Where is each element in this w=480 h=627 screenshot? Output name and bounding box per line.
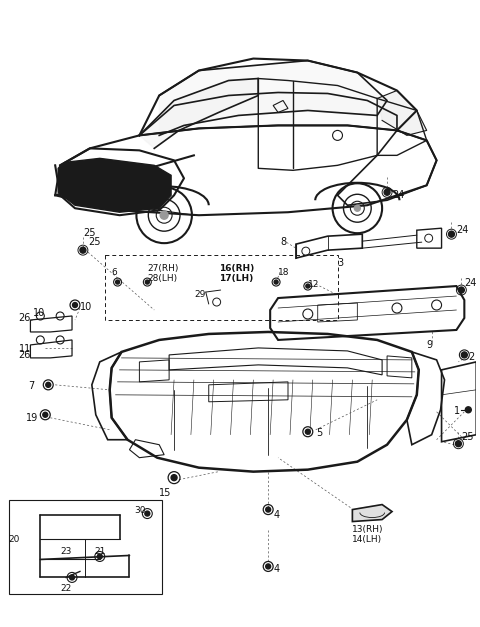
Text: 29: 29 <box>194 290 205 299</box>
Polygon shape <box>139 78 258 149</box>
Polygon shape <box>352 505 392 522</box>
Text: 14(LH): 14(LH) <box>352 534 383 544</box>
Text: 27(RH): 27(RH) <box>147 264 179 273</box>
Text: 26: 26 <box>19 313 31 323</box>
Circle shape <box>461 352 468 358</box>
Text: 10: 10 <box>34 308 46 318</box>
Text: 2: 2 <box>468 352 475 362</box>
Circle shape <box>448 231 455 237</box>
Polygon shape <box>139 93 397 135</box>
Text: 16(RH): 16(RH) <box>219 264 254 273</box>
Text: 18: 18 <box>278 268 289 277</box>
Circle shape <box>116 280 120 284</box>
Circle shape <box>354 205 360 211</box>
Circle shape <box>384 189 390 195</box>
Polygon shape <box>377 90 427 135</box>
Circle shape <box>43 413 48 418</box>
Circle shape <box>145 280 149 284</box>
Circle shape <box>70 575 74 580</box>
Text: 1: 1 <box>455 406 461 416</box>
Text: 22: 22 <box>60 584 72 593</box>
Text: 24: 24 <box>456 225 469 235</box>
Text: 8: 8 <box>280 237 286 247</box>
Circle shape <box>266 564 271 569</box>
Text: 25: 25 <box>83 228 96 238</box>
Text: 6: 6 <box>112 268 118 277</box>
Circle shape <box>274 280 278 284</box>
Text: 4: 4 <box>273 564 279 574</box>
Text: 17(LH): 17(LH) <box>219 274 253 283</box>
Text: 23: 23 <box>60 547 72 557</box>
Text: 13(RH): 13(RH) <box>352 525 384 534</box>
Circle shape <box>305 429 310 435</box>
Text: 24: 24 <box>464 278 477 288</box>
Text: 12: 12 <box>308 280 319 289</box>
Text: 19: 19 <box>25 413 38 423</box>
Circle shape <box>266 507 271 512</box>
Circle shape <box>160 211 168 219</box>
Text: 3: 3 <box>337 258 344 268</box>
Text: 4: 4 <box>273 510 279 520</box>
Text: 28(LH): 28(LH) <box>147 274 178 283</box>
Text: 11: 11 <box>19 344 31 354</box>
Circle shape <box>80 247 86 253</box>
Polygon shape <box>58 159 171 212</box>
Text: 24: 24 <box>392 190 404 200</box>
Text: 15: 15 <box>159 488 171 498</box>
Text: 25: 25 <box>88 237 100 247</box>
Circle shape <box>465 407 471 413</box>
Circle shape <box>458 287 464 293</box>
Text: 30: 30 <box>134 505 146 515</box>
Polygon shape <box>159 61 387 135</box>
Bar <box>9 500 162 594</box>
Circle shape <box>97 554 102 559</box>
Text: 21: 21 <box>95 547 106 557</box>
Text: 9: 9 <box>427 340 433 350</box>
Circle shape <box>456 441 461 446</box>
Text: 5: 5 <box>316 428 322 438</box>
Text: 20: 20 <box>9 534 20 544</box>
Circle shape <box>306 284 310 288</box>
Text: 10: 10 <box>80 302 92 312</box>
Text: 26: 26 <box>19 350 31 360</box>
Circle shape <box>145 511 150 516</box>
Circle shape <box>72 302 77 307</box>
Text: 7: 7 <box>28 381 35 391</box>
Circle shape <box>171 475 177 481</box>
Circle shape <box>46 382 51 387</box>
Text: 25: 25 <box>461 432 474 442</box>
